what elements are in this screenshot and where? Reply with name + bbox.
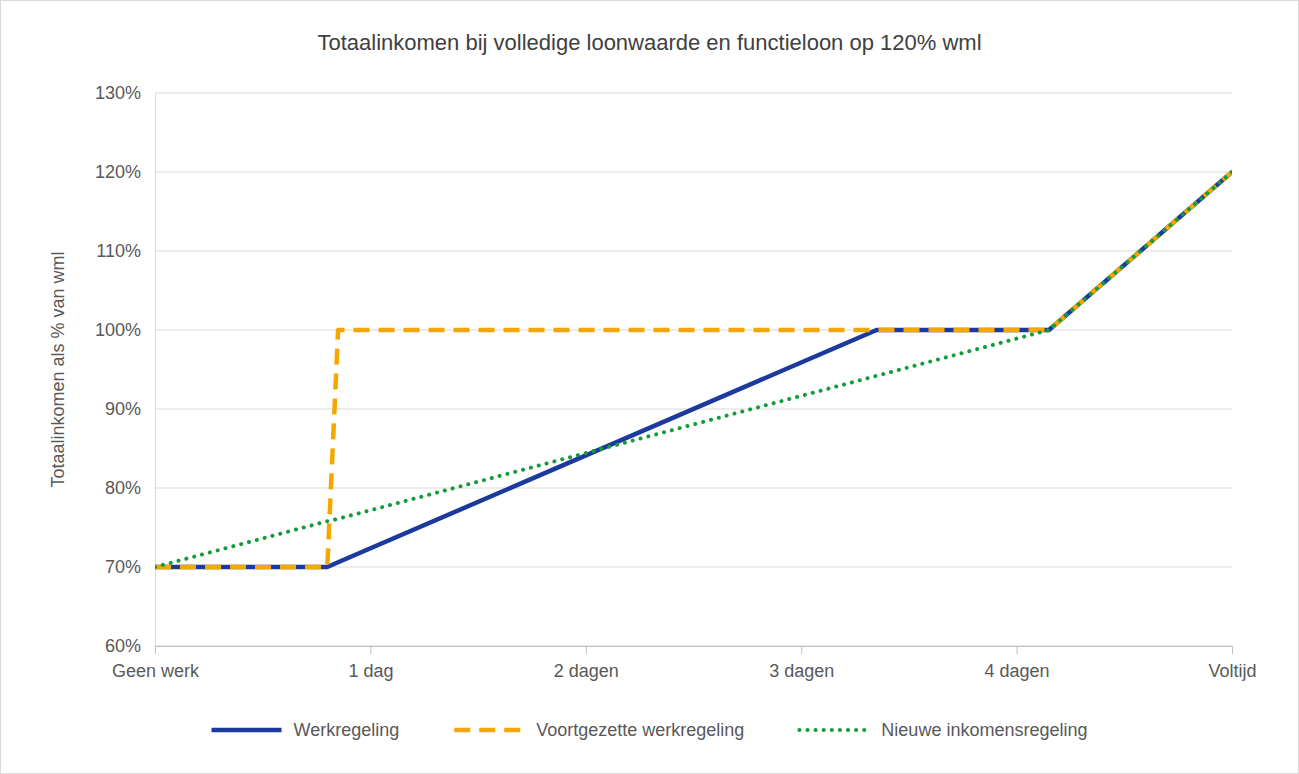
x-tick-label: 1 dag [348, 661, 393, 681]
y-tick: 70% [105, 557, 155, 577]
y-tick-label: 110% [96, 241, 141, 261]
y-tick: 80% [105, 478, 155, 498]
y-tick: 100% [95, 320, 155, 340]
y-tick-label: 90% [105, 399, 141, 419]
grid-line [155, 251, 1232, 252]
x-tick: 4 dagen [985, 646, 1050, 681]
x-tick-mark [155, 646, 156, 654]
x-tick-label: 2 dagen [554, 661, 619, 681]
grid [155, 93, 1232, 646]
chart-border [1, 1, 1299, 774]
x-tick-label: 3 dagen [769, 661, 834, 681]
series-line [155, 172, 1232, 567]
y-axis: 60% 70% 80% 90% 100% 110% 120% 130% [95, 83, 156, 656]
grid-line [155, 93, 1232, 94]
x-tick: 3 dagen [769, 646, 834, 681]
legend-item: Voortgezette werkregeling [454, 720, 744, 740]
legend-label: Werkregeling [294, 720, 400, 740]
y-tick-label: 130% [95, 83, 141, 103]
series-lines [155, 172, 1232, 567]
y-tick: 120% [95, 162, 155, 182]
x-tick: 1 dag [348, 646, 393, 681]
y-axis-title: Totaalinkomen als % van wml [48, 251, 68, 487]
chart: 60% 70% 80% 90% 100% 110% 120% 130% Geen werk 1 d… [0, 0, 1299, 774]
x-tick-mark [1232, 646, 1233, 654]
y-tick-label: 70% [105, 557, 141, 577]
x-tick-mark [1017, 646, 1018, 654]
legend-label: Nieuwe inkomensregeling [881, 720, 1087, 740]
x-tick: Geen werk [112, 646, 200, 681]
x-axis: Geen werk 1 dag 2 dagen 3 dagen 4 dagen Volti… [112, 646, 1257, 681]
plot: 60% 70% 80% 90% 100% 110% 120% 130% Geen werk 1 d… [95, 83, 1257, 681]
legend-swatch [799, 728, 869, 732]
y-tick: 90% [105, 399, 155, 419]
y-tick: 110% [96, 241, 155, 261]
x-axis-line [156, 647, 1233, 655]
y-tick-label: 100% [95, 320, 141, 340]
y-axis-line [155, 94, 156, 647]
x-tick-label: 4 dagen [985, 661, 1050, 681]
y-tick: 60% [105, 636, 155, 656]
series-line [155, 172, 1232, 567]
legend-swatch [454, 728, 524, 733]
legend-item: Nieuwe inkomensregeling [799, 720, 1087, 740]
legend-item: Werkregeling [212, 720, 400, 740]
y-tick: 130% [95, 83, 155, 103]
y-tick-label: 120% [95, 162, 141, 182]
x-tick: 2 dagen [554, 646, 619, 681]
y-tick-label: 80% [105, 478, 141, 498]
series-line [155, 172, 1232, 567]
x-tick-label: Voltijd [1208, 661, 1256, 681]
legend-swatch [212, 728, 282, 733]
legend: Werkregeling Voortgezette werkregeling Nie… [212, 720, 1088, 740]
x-tick-mark [801, 646, 802, 654]
x-tick-mark [370, 646, 371, 654]
grid-line [155, 172, 1232, 173]
legend-label: Voortgezette werkregeling [536, 720, 744, 740]
x-tick-label: Geen werk [112, 661, 200, 681]
title: Totaalinkomen bij volledige loonwaarde e… [317, 30, 981, 55]
x-tick-mark [586, 646, 587, 654]
x-tick: Voltijd [1208, 646, 1256, 681]
grid-line [155, 488, 1232, 489]
y-tick-label: 60% [105, 636, 141, 656]
